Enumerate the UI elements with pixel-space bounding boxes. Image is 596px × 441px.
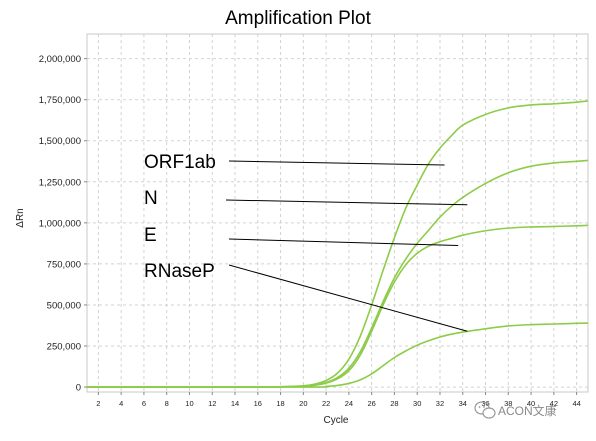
watermark: ACON文康	[474, 401, 557, 419]
x-tick-label: 24	[345, 399, 353, 408]
x-tick-label: 42	[550, 399, 558, 408]
amplification-curve-4	[86, 322, 589, 388]
y-tick-label: 2,000,000	[39, 54, 81, 65]
y-tick-label: 1,000,000	[39, 218, 81, 229]
y-tick-label: 500,000	[47, 300, 81, 311]
y-tick-label: 1,750,000	[39, 95, 81, 106]
x-tick-label: 34	[459, 399, 467, 408]
axes	[84, 33, 589, 395]
x-tick-label: 44	[572, 399, 580, 408]
x-tick-label: 40	[527, 399, 535, 408]
amplification-curves	[86, 100, 589, 388]
callouts: ORF1ab NE RNaseP	[144, 152, 468, 332]
callout-label-orf1ab: ORF1ab	[144, 152, 216, 173]
plot-frame	[86, 33, 589, 393]
grid	[87, 34, 588, 392]
x-tick-label: 2	[96, 399, 100, 408]
chart-title: Amplification Plot	[225, 8, 371, 29]
wechat-icon	[474, 401, 496, 419]
y-tick-label: 1,250,000	[39, 177, 81, 188]
x-tick-label: 26	[367, 399, 375, 408]
x-tick-label: 8	[165, 399, 169, 408]
callout-label-e: E	[144, 225, 157, 246]
x-tick-label: 16	[254, 399, 262, 408]
y-tick-label: 750,000	[47, 259, 81, 270]
callout-label-n: N	[144, 188, 158, 209]
y-tick-label: 1,500,000	[39, 136, 81, 147]
y-axis-label: ΔRn	[15, 208, 26, 227]
watermark-text: ACON文康	[498, 403, 557, 418]
x-tick-label: 4	[119, 399, 123, 408]
x-tick-label: 14	[231, 399, 239, 408]
x-tick-label: 30	[413, 399, 421, 408]
x-tick-label: 20	[299, 399, 307, 408]
y-tick-labels: 0 250,000 500,000 750,000 1,000,000 1,250,000…	[39, 54, 81, 393]
x-axis-label: Cycle	[323, 415, 348, 426]
x-tick-label: 36	[481, 399, 489, 408]
amplification-curve-1	[86, 100, 589, 388]
x-tick-label: 10	[185, 399, 193, 408]
amplification-curve-3	[86, 224, 589, 388]
x-tick-label: 28	[390, 399, 398, 408]
x-tick-label: 12	[208, 399, 216, 408]
callout-leader-orf1ab	[228, 160, 445, 166]
x-tick-label: 22	[322, 399, 330, 408]
x-tick-label: 18	[276, 399, 284, 408]
x-tick-label: 6	[142, 399, 146, 408]
y-tick-label: 0	[76, 383, 81, 394]
callout-leader-e	[228, 238, 459, 247]
callout-leader-n	[225, 199, 468, 206]
x-tick-label: 32	[436, 399, 444, 408]
x-tick-labels: 2 4 6 8 10 12 14 16 18 20 22 24 26 28 30 32 34 36 38 40 42 44	[96, 399, 580, 408]
callout-label-rnasep: RNaseP	[144, 261, 215, 282]
x-tick-label: 38	[504, 399, 512, 408]
y-tick-label: 250,000	[47, 342, 81, 353]
callout-leader-rnasep	[228, 264, 468, 332]
